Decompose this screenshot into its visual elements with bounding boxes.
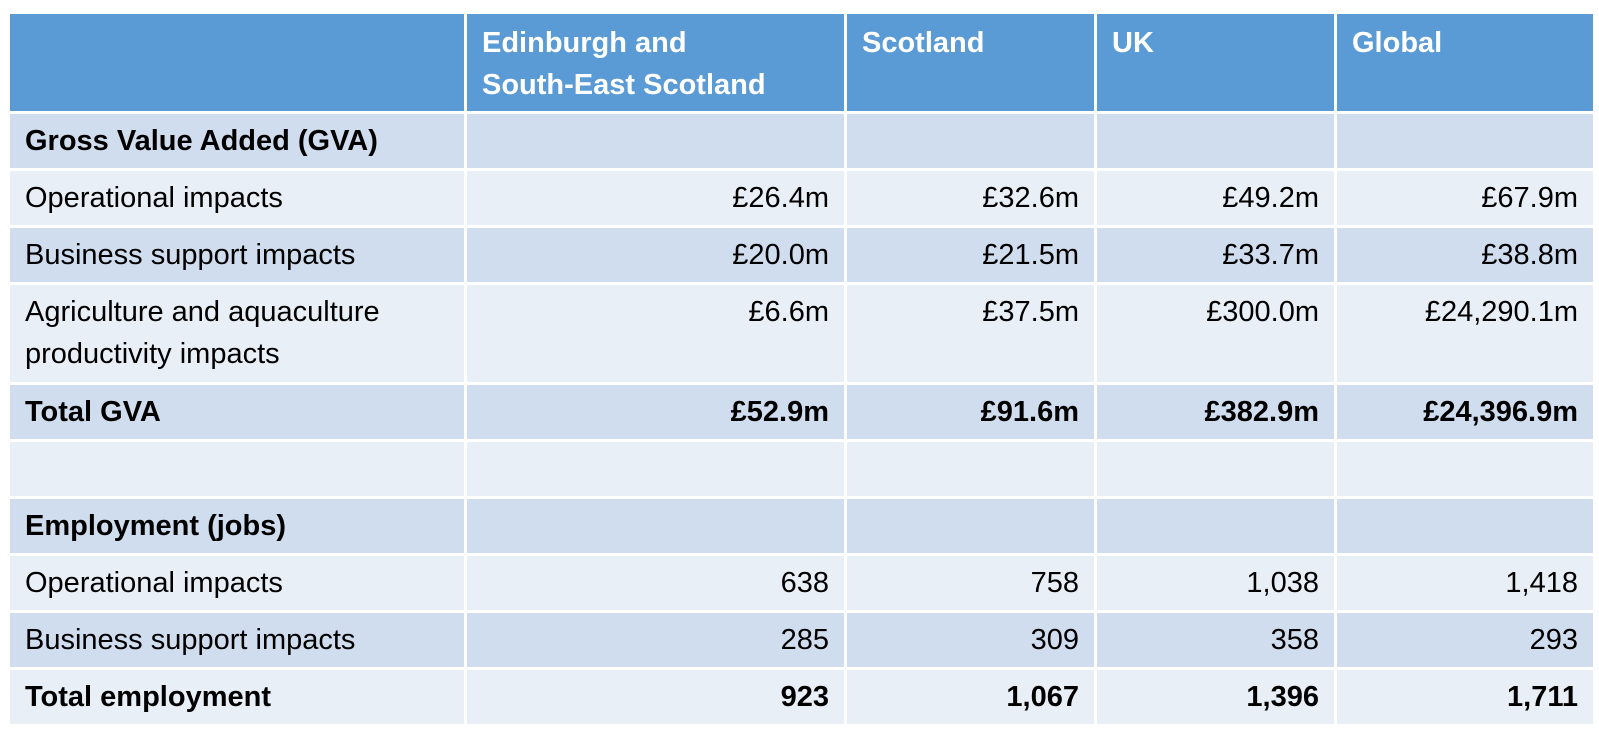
table-cell: [464, 111, 847, 171]
table-cell: £67.9m: [1334, 168, 1596, 228]
spacer-row: [7, 439, 1596, 499]
impact-table: Edinburgh and South-East Scotland Scotla…: [7, 11, 1596, 727]
table-cell: 1,067: [844, 667, 1097, 727]
header-cell-scotland: Scotland: [844, 11, 1097, 114]
table-cell: 285: [464, 610, 847, 670]
row-label: Business support impacts: [7, 610, 467, 670]
table-cell: 923: [464, 667, 847, 727]
table-cell: 638: [464, 553, 847, 613]
header-cell-edinburgh: Edinburgh and South-East Scotland: [464, 11, 847, 114]
table-row: Operational impacts 638 758 1,038 1,418: [7, 553, 1596, 613]
table-cell: [844, 496, 1097, 556]
total-row-gva: Total GVA £52.9m £91.6m £382.9m £24,396.…: [7, 382, 1596, 442]
table-cell: [464, 496, 847, 556]
table-cell: £24,396.9m: [1334, 382, 1596, 442]
table-cell: £21.5m: [844, 225, 1097, 285]
table-row: Agriculture and aquaculture productivity…: [7, 282, 1596, 385]
section-row-employment: Employment (jobs): [7, 496, 1596, 556]
total-row-employment: Total employment 923 1,067 1,396 1,711: [7, 667, 1596, 727]
row-label: Gross Value Added (GVA): [7, 111, 467, 171]
table-row: Business support impacts 285 309 358 293: [7, 610, 1596, 670]
row-label: [7, 439, 467, 499]
row-label: Operational impacts: [7, 553, 467, 613]
row-label: Operational impacts: [7, 168, 467, 228]
section-row-gva: Gross Value Added (GVA): [7, 111, 1596, 171]
table-cell: 1,711: [1334, 667, 1596, 727]
table-cell: £20.0m: [464, 225, 847, 285]
table-cell: £382.9m: [1094, 382, 1337, 442]
header-row: Edinburgh and South-East Scotland Scotla…: [7, 11, 1596, 114]
table-cell: £6.6m: [464, 282, 847, 385]
table-cell: £91.6m: [844, 382, 1097, 442]
table-cell: [1334, 439, 1596, 499]
table-cell: [464, 439, 847, 499]
row-label: Total GVA: [7, 382, 467, 442]
table-cell: [1094, 439, 1337, 499]
table-cell: 1,038: [1094, 553, 1337, 613]
table-cell: [844, 439, 1097, 499]
header-edinburgh-line1: Edinburgh and South-East Scotland: [482, 27, 766, 101]
table-cell: 309: [844, 610, 1097, 670]
header-cell-uk: UK: [1094, 11, 1337, 114]
header-cell-blank: [7, 11, 467, 114]
table-row: Operational impacts £26.4m £32.6m £49.2m…: [7, 168, 1596, 228]
header-cell-global: Global: [1334, 11, 1596, 114]
table-cell: 1,396: [1094, 667, 1337, 727]
row-label: Employment (jobs): [7, 496, 467, 556]
table-cell: £33.7m: [1094, 225, 1337, 285]
table-cell: 293: [1334, 610, 1596, 670]
table-row: Business support impacts £20.0m £21.5m £…: [7, 225, 1596, 285]
table-cell: [1334, 496, 1596, 556]
table-cell: £26.4m: [464, 168, 847, 228]
table-cell: £52.9m: [464, 382, 847, 442]
table-cell: [1094, 111, 1337, 171]
table-cell: £300.0m: [1094, 282, 1337, 385]
table-cell: 1,418: [1334, 553, 1596, 613]
table-cell: £32.6m: [844, 168, 1097, 228]
table-cell: 758: [844, 553, 1097, 613]
row-label: Agriculture and aquaculture productivity…: [7, 282, 467, 385]
table-cell: 358: [1094, 610, 1337, 670]
table-cell: [844, 111, 1097, 171]
table-cell: £38.8m: [1334, 225, 1596, 285]
table-cell: [1334, 111, 1596, 171]
table-cell: [1094, 496, 1337, 556]
table-cell: £24,290.1m: [1334, 282, 1596, 385]
row-label: Business support impacts: [7, 225, 467, 285]
table-cell: £49.2m: [1094, 168, 1337, 228]
table-cell: £37.5m: [844, 282, 1097, 385]
row-label: Total employment: [7, 667, 467, 727]
